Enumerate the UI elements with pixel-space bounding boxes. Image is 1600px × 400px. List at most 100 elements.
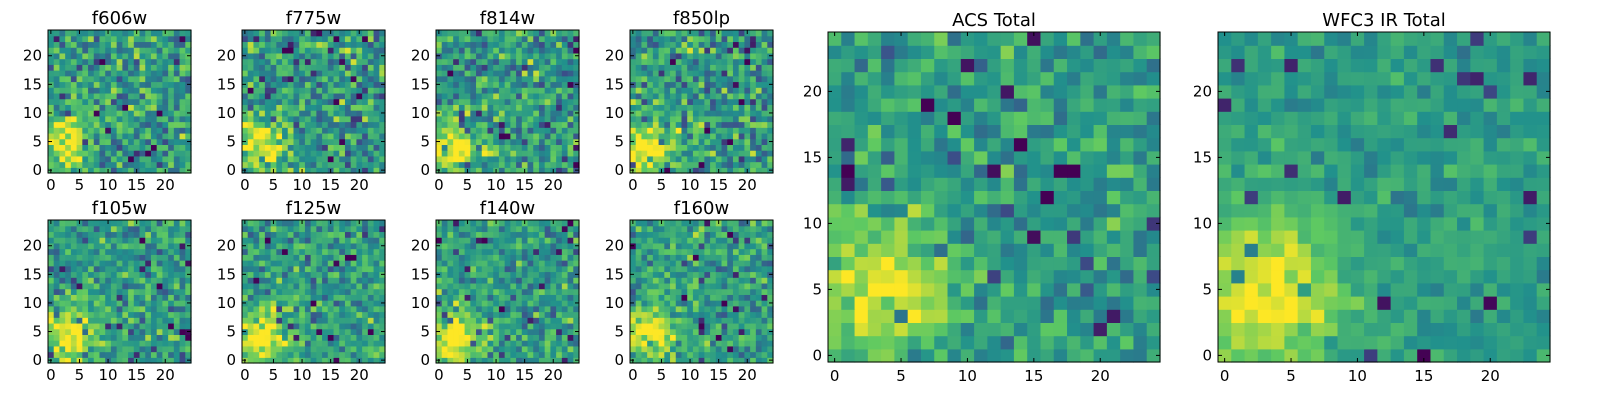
heatmap-cell	[498, 265, 506, 273]
heatmap-cell	[276, 311, 283, 318]
heatmap-cell	[487, 254, 494, 261]
heatmap-cell	[339, 58, 346, 65]
heatmap-cell	[464, 288, 471, 295]
heatmap-cell	[299, 132, 306, 140]
heatmap-cell	[556, 254, 563, 261]
heatmap-cell	[470, 87, 477, 94]
heatmap-cell	[316, 225, 323, 233]
heatmap-cell	[441, 81, 449, 88]
heatmap-cell	[150, 288, 158, 295]
heatmap-cell	[504, 305, 511, 313]
heatmap-cell	[670, 98, 677, 105]
heatmap-cell	[487, 231, 494, 238]
heatmap-cell	[750, 155, 757, 163]
heatmap-cell	[99, 92, 106, 100]
heatmap-cell	[276, 271, 283, 278]
heatmap-cell	[150, 328, 158, 335]
heatmap-cell	[322, 92, 329, 100]
heatmap-cell	[710, 87, 717, 94]
heatmap-cell	[521, 265, 529, 273]
heatmap-cell	[76, 294, 83, 301]
heatmap-cell	[264, 64, 272, 71]
heatmap-cell	[436, 225, 443, 233]
heatmap-cell	[698, 121, 705, 128]
heatmap-cell	[276, 242, 283, 250]
heatmap-cell	[339, 155, 346, 163]
heatmap-cell	[698, 144, 705, 151]
heatmap-cell	[458, 322, 466, 330]
heatmap-cell	[168, 288, 175, 295]
heatmap-cell	[293, 322, 300, 330]
heatmap-cell	[464, 231, 471, 238]
heatmap-cell	[259, 155, 266, 163]
heatmap-cell	[128, 132, 135, 140]
heatmap-cell	[561, 345, 569, 353]
heatmap-cell	[715, 92, 723, 100]
heatmap-cell	[76, 92, 83, 100]
heatmap-cell	[647, 300, 654, 307]
heatmap-cell	[441, 98, 449, 105]
heatmap-cell	[681, 155, 688, 163]
heatmap-cell	[282, 357, 289, 364]
heatmap-cell	[647, 317, 654, 324]
heatmap-cell	[715, 305, 723, 313]
heatmap-cell	[173, 248, 181, 255]
heatmap-cell	[173, 237, 181, 244]
heatmap-cell	[93, 254, 101, 261]
heatmap-cell	[487, 104, 494, 111]
heatmap-cell	[379, 345, 386, 353]
heatmap-cell	[93, 115, 101, 123]
heatmap-cell	[704, 340, 711, 347]
heatmap-cell	[750, 132, 757, 140]
heatmap-cell	[533, 328, 540, 335]
heatmap-cell	[704, 322, 711, 330]
heatmap-cell	[750, 288, 757, 295]
heatmap-cell	[310, 271, 317, 278]
panel-title: f850lp	[673, 8, 730, 29]
heatmap-cell	[373, 317, 380, 324]
heatmap-cell	[556, 248, 563, 255]
heatmap-cell	[533, 294, 540, 301]
heatmap-cell	[476, 334, 483, 341]
heatmap-cell	[767, 351, 774, 358]
heatmap-cell	[453, 254, 460, 261]
heatmap-cell	[344, 144, 352, 151]
heatmap-cell	[88, 127, 95, 134]
heatmap-cell	[373, 121, 380, 128]
heatmap-cell	[128, 237, 135, 244]
heatmap-cell	[105, 340, 112, 347]
heatmap-cell	[715, 81, 723, 88]
heatmap-cell	[447, 167, 454, 174]
heatmap-cell	[110, 75, 118, 83]
heatmap-cell	[185, 225, 192, 233]
heatmap-cell	[362, 254, 369, 261]
heatmap-cell	[493, 121, 500, 128]
heatmap-cell	[481, 75, 489, 83]
y-tick-label: 10	[217, 104, 236, 122]
heatmap-cells	[436, 30, 580, 174]
heatmap-cell	[99, 35, 106, 43]
heatmap-cell	[652, 47, 660, 54]
heatmap-cell	[322, 52, 329, 60]
heatmap-cell	[755, 357, 763, 364]
x-tick-label: 10	[293, 366, 312, 384]
heatmap-cell	[567, 237, 574, 244]
heatmap-cell	[738, 121, 745, 128]
heatmap-cell	[156, 64, 163, 71]
heatmap-cell	[185, 64, 192, 71]
heatmap-cell	[504, 47, 511, 54]
heatmap-cell	[65, 52, 72, 60]
heatmap-cell	[652, 317, 660, 324]
heatmap-cell	[168, 265, 175, 273]
heatmap-cell	[641, 334, 648, 341]
heatmap-cell	[744, 81, 751, 88]
x-tick-label: 0	[434, 176, 444, 194]
heatmap-cell	[70, 87, 78, 94]
heatmap-cell	[299, 311, 306, 318]
heatmap-cell	[299, 231, 306, 238]
heatmap-cell	[441, 294, 449, 301]
heatmap-cell	[715, 300, 723, 307]
heatmap-cell	[447, 58, 454, 65]
heatmap-cell	[481, 242, 489, 250]
heatmap-cell	[139, 81, 146, 88]
